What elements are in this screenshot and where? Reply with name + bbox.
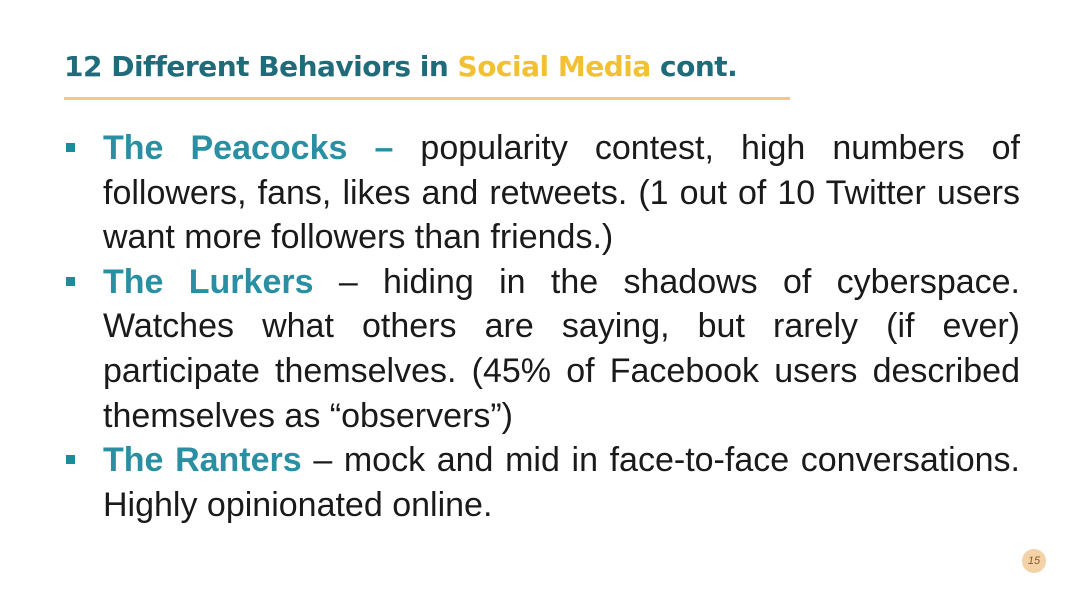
bullet-text: popularity contest, high numbers of foll… [103,129,1020,257]
square-bullet-icon [66,276,75,286]
bullet-term: The Lurkers [103,262,314,301]
square-bullet-icon [66,143,75,152]
slide-title: 12 Different Behaviors in Social Media c… [64,50,738,83]
bullet-text: – mock and mid in face-to-face conversat… [103,441,1020,524]
bullet-item-lurkers: The Lurkers – hiding in the shadows of c… [60,260,1020,438]
title-suffix: cont. [650,50,738,83]
bullet-term: The Peacocks – [103,129,394,167]
square-bullet-icon [66,455,75,465]
title-underline [64,97,790,100]
bullet-item-ranters: The Ranters – mock and mid in face-to-fa… [60,438,1020,527]
title-main: 12 Different Behaviors in [64,50,458,83]
bullet-term: The Ranters [103,441,302,480]
page-number-badge: 15 [1022,549,1046,573]
title-accent: Social Media [457,50,652,83]
bullet-item-peacocks: The Peacocks – popularity contest, high … [60,126,1020,260]
bullet-list: The Peacocks – popularity contest, high … [60,126,1020,527]
bullet-text: – hiding in the shadows of cyberspace. W… [103,262,1020,435]
